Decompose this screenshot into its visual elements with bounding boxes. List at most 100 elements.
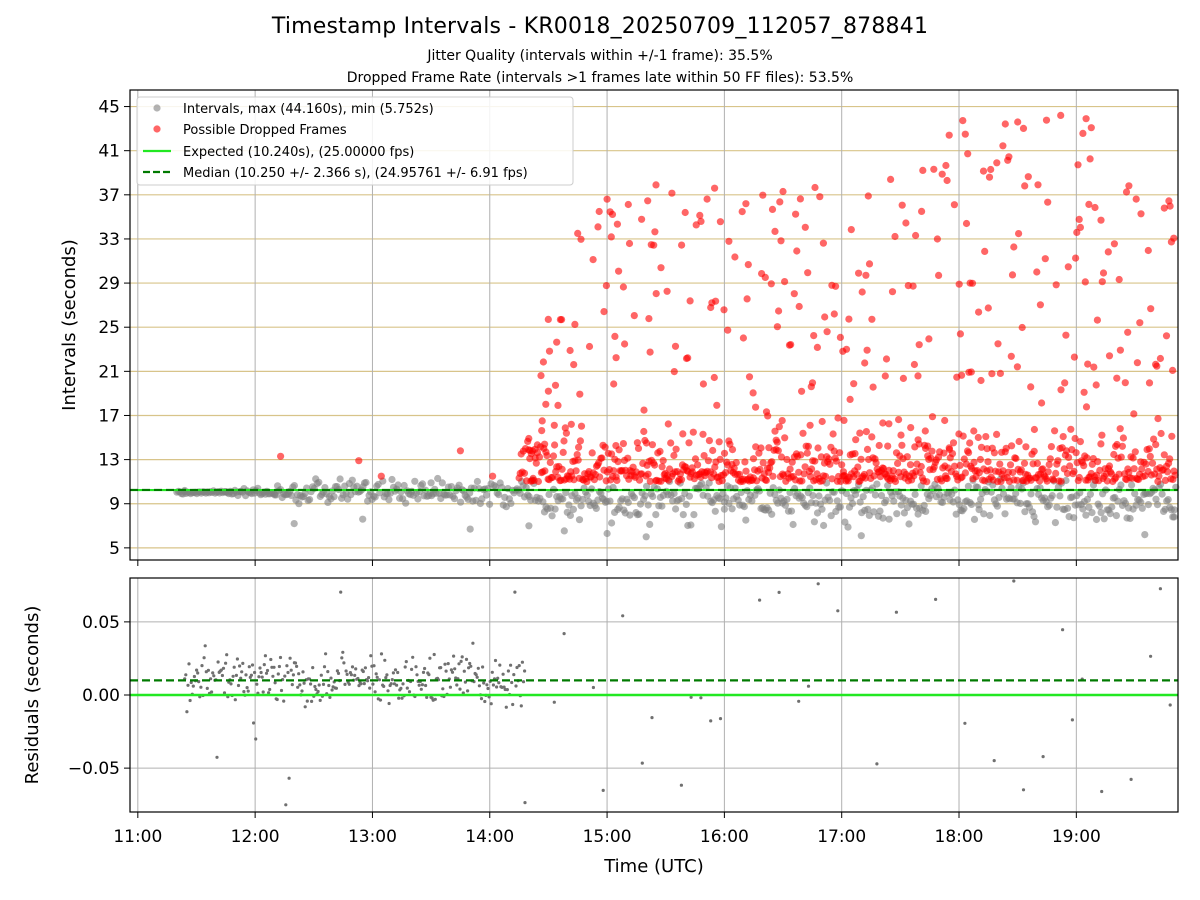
dropped-frame-point <box>1093 316 1101 324</box>
interval-point <box>900 509 909 517</box>
dropped-frame-point <box>712 297 720 305</box>
residual-point <box>242 690 246 694</box>
interval-point <box>980 510 988 518</box>
residual-point <box>491 683 495 687</box>
interval-point <box>820 521 828 530</box>
residual-point <box>395 683 399 687</box>
residual-point <box>875 762 879 766</box>
residual-point <box>310 699 314 704</box>
residual-point <box>449 668 453 672</box>
dropped-frame-point <box>846 395 854 403</box>
bottom-xtick-label: 18:00 <box>935 827 984 847</box>
dropped-frame-point <box>689 428 697 436</box>
dropped-frame-point <box>1115 470 1123 478</box>
dropped-frame-point <box>1022 443 1030 451</box>
bottom-scatter-points <box>183 579 1172 807</box>
dropped-frame-point <box>685 439 693 447</box>
bottom-xtick-label: 16:00 <box>700 827 749 847</box>
dropped-frame-point <box>619 283 628 291</box>
top-ytick-label: 17 <box>98 406 120 426</box>
dropped-frame-point <box>775 307 783 315</box>
dropped-frame-point <box>988 370 996 378</box>
dropped-frame-point <box>744 261 752 269</box>
top-ytick-label: 33 <box>98 230 120 250</box>
top-ytick-label: 5 <box>109 539 120 559</box>
residual-point <box>407 690 412 694</box>
dropped-frame-point <box>1083 454 1091 462</box>
dropped-frame-point <box>974 433 982 442</box>
dropped-frame-point <box>640 427 648 436</box>
dropped-frame-point <box>801 463 809 471</box>
dropped-frame-point <box>814 444 822 452</box>
interval-point <box>447 483 455 491</box>
dropped-frame-point <box>864 192 872 200</box>
dropped-frame-point <box>1132 195 1140 203</box>
interval-point <box>1112 511 1120 520</box>
interval-point <box>388 475 396 484</box>
dropped-frame-point <box>1085 200 1093 208</box>
dropped-frame-point <box>984 458 992 466</box>
residual-point <box>471 641 475 645</box>
residual-point <box>359 682 363 686</box>
dropped-frame-point <box>1166 202 1174 210</box>
interval-point <box>798 494 806 502</box>
bottom-xtick-label: 17:00 <box>817 827 866 847</box>
dropped-frame-point <box>691 455 700 463</box>
interval-point <box>1100 515 1108 523</box>
chart-subtitle-jitter: Jitter Quality (intervals within +/-1 fr… <box>427 48 773 64</box>
residual-point <box>419 687 423 691</box>
dropped-frame-point <box>651 228 659 236</box>
residual-point <box>523 801 527 805</box>
dropped-frame-point <box>670 368 678 376</box>
residual-point <box>234 673 238 678</box>
dropped-frame-point <box>761 273 769 281</box>
interval-point <box>507 499 515 507</box>
interval-point <box>890 497 898 505</box>
dropped-frame-point <box>277 452 285 460</box>
dropped-frame-point <box>793 247 801 255</box>
dropped-frame-point <box>765 444 773 452</box>
dropped-frame-point <box>1051 427 1059 435</box>
residual-point <box>340 656 344 660</box>
residual-point <box>1158 587 1162 591</box>
dropped-frame-point <box>774 447 782 455</box>
residual-point <box>188 698 192 703</box>
residual-point <box>502 685 506 689</box>
residual-point <box>196 671 200 675</box>
dropped-frame-point <box>775 423 783 431</box>
residual-point <box>375 675 379 679</box>
dropped-frame-point <box>688 464 696 472</box>
interval-point <box>290 520 298 528</box>
dropped-frame-point <box>823 328 831 336</box>
interval-point <box>1048 492 1056 500</box>
dropped-frame-point <box>968 279 977 287</box>
dropped-frame-point <box>1094 458 1102 466</box>
dropped-frame-point <box>679 430 687 438</box>
interval-point <box>810 518 819 526</box>
dropped-frame-point <box>917 462 925 471</box>
residual-point <box>420 683 424 687</box>
residual-point <box>314 687 318 692</box>
dropped-frame-point <box>686 297 694 305</box>
interval-point <box>879 514 887 522</box>
dropped-frame-point <box>1122 188 1131 196</box>
dropped-frame-point <box>684 354 692 362</box>
dropped-frame-point <box>856 429 864 437</box>
dropped-frame-point <box>548 473 557 481</box>
residual-point <box>679 783 684 787</box>
interval-point <box>1079 505 1087 513</box>
interval-point <box>330 493 338 501</box>
dropped-frame-point <box>1075 215 1083 223</box>
interval-point <box>1158 490 1166 498</box>
dropped-frame-point <box>828 475 836 483</box>
dropped-frame-point <box>804 442 813 450</box>
residual-point <box>263 654 267 658</box>
dropped-frame-point <box>713 401 721 409</box>
dropped-frame-point <box>1088 460 1096 468</box>
dropped-frame-point <box>608 450 616 458</box>
interval-point <box>781 501 790 509</box>
dropped-frame-point <box>898 441 906 449</box>
interval-point <box>836 503 844 511</box>
dropped-frame-point <box>1146 452 1154 460</box>
dropped-frame-point <box>1059 433 1067 441</box>
